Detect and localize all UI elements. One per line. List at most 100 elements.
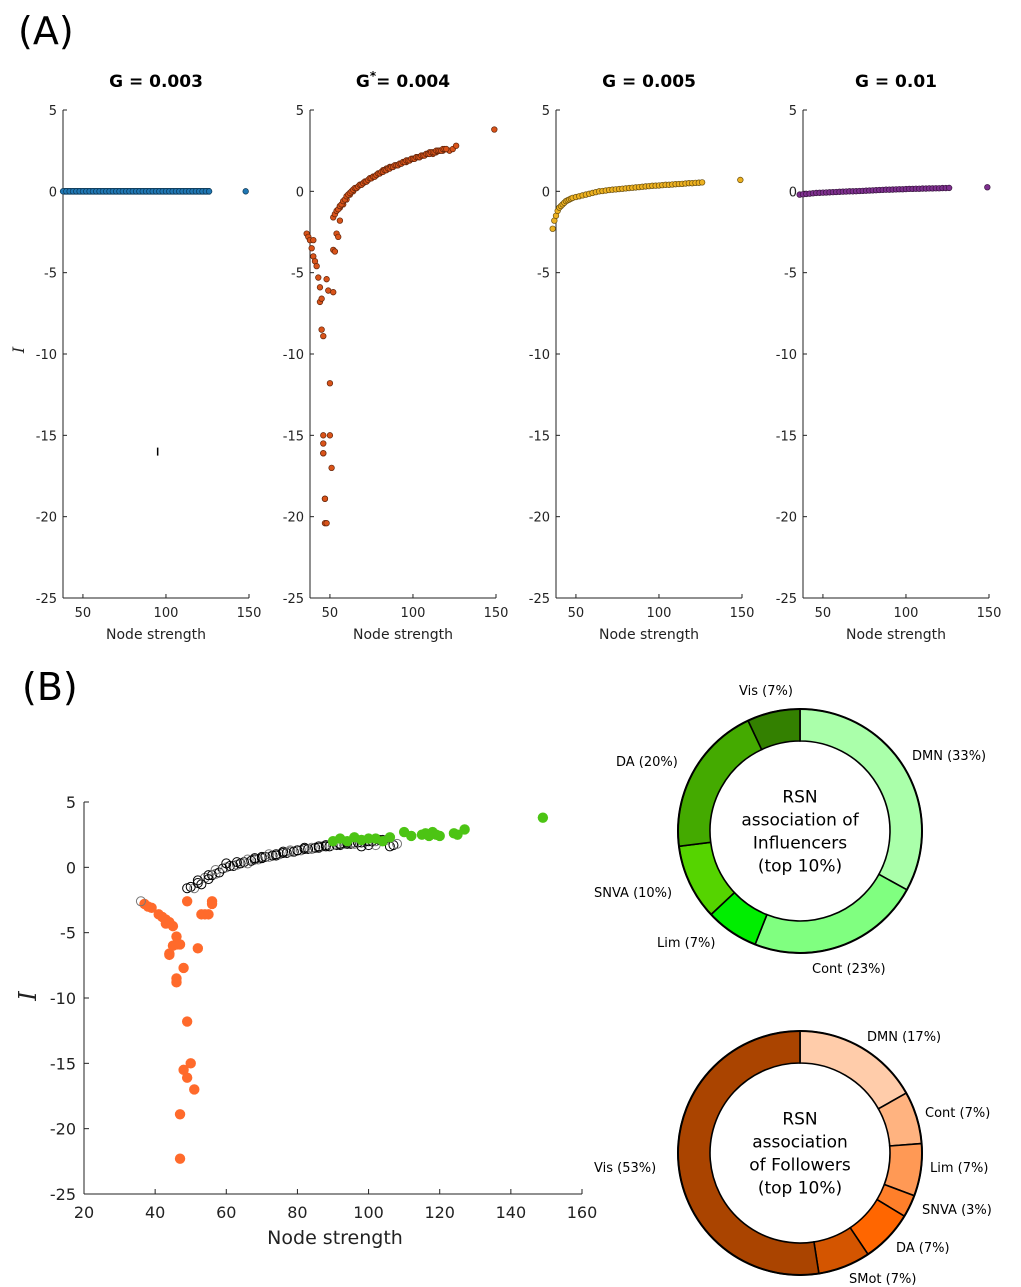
data-point-other bbox=[231, 857, 242, 868]
data-point-other bbox=[292, 845, 303, 856]
x-tick-label: 100 bbox=[154, 606, 179, 621]
donut-outline bbox=[677, 1030, 923, 1276]
data-point-followers bbox=[178, 962, 189, 974]
x-tick-label: 150 bbox=[730, 606, 755, 621]
data-point bbox=[443, 145, 450, 153]
data-point-other bbox=[203, 874, 214, 885]
data-point-other bbox=[313, 841, 324, 852]
y-tick-label: 0 bbox=[789, 185, 797, 200]
data-point-other bbox=[285, 845, 296, 856]
donut-slice bbox=[677, 1030, 820, 1276]
data-point-followers bbox=[206, 898, 218, 910]
y-tick-label: -15 bbox=[50, 1054, 76, 1073]
donut-slice-label: Vis (7%) bbox=[739, 684, 793, 699]
subplot-title: G = 0.01 bbox=[855, 72, 937, 92]
y-tick-label: -10 bbox=[50, 989, 76, 1008]
y-tick-label: -10 bbox=[529, 348, 550, 363]
data-point-other bbox=[135, 896, 146, 907]
x-tick-label: 140 bbox=[496, 1203, 527, 1222]
x-tick-label: 50 bbox=[815, 606, 832, 621]
y-tick-label: -15 bbox=[36, 429, 57, 444]
data-point-followers bbox=[203, 909, 214, 920]
data-point bbox=[945, 184, 953, 192]
data-point bbox=[320, 440, 327, 447]
x-axis-label: Node strength bbox=[267, 1227, 403, 1249]
data-point-followers bbox=[171, 931, 182, 942]
data-point bbox=[328, 464, 335, 472]
data-point-followers bbox=[171, 977, 182, 988]
y-tick-label: -5 bbox=[537, 267, 550, 282]
y-tick-label: 0 bbox=[296, 185, 304, 200]
x-tick-label: 150 bbox=[484, 606, 509, 621]
donut-slice-label: SMot (7%) bbox=[849, 1272, 916, 1287]
data-point bbox=[549, 225, 556, 232]
x-tick-label: 150 bbox=[977, 606, 1002, 621]
data-point-other bbox=[256, 851, 267, 862]
data-point bbox=[205, 188, 213, 195]
panel-label-a: (A) bbox=[18, 9, 74, 53]
data-point-influencers bbox=[459, 824, 470, 835]
donut-center-text: (top 10%) bbox=[758, 857, 842, 877]
data-point bbox=[326, 380, 334, 387]
data-point-other bbox=[306, 842, 317, 853]
y-tick-label: 0 bbox=[542, 185, 550, 200]
data-point-influencers bbox=[363, 833, 374, 844]
data-point bbox=[737, 176, 744, 184]
data-point-followers bbox=[174, 1109, 186, 1120]
data-point-followers bbox=[189, 1084, 200, 1095]
data-point bbox=[320, 450, 327, 457]
data-point-followers bbox=[146, 902, 157, 914]
data-point-other bbox=[260, 851, 271, 862]
data-point-influencers bbox=[452, 829, 463, 840]
panel-label-b: (B) bbox=[22, 665, 78, 709]
data-point bbox=[242, 188, 249, 195]
y-tick-label: -20 bbox=[776, 511, 797, 526]
donut-center-text: of Followers bbox=[749, 1156, 851, 1176]
data-point bbox=[331, 248, 339, 255]
y-tick-label: 5 bbox=[49, 104, 57, 119]
donut-slice-label: Cont (23%) bbox=[812, 962, 886, 977]
donut-center-text: association bbox=[752, 1133, 848, 1153]
y-tick-label: -25 bbox=[776, 592, 797, 607]
data-point bbox=[316, 284, 324, 291]
data-point bbox=[698, 179, 706, 186]
x-tick-label: 100 bbox=[401, 606, 426, 621]
y-tick-label: -5 bbox=[291, 267, 304, 282]
y-tick-label: -20 bbox=[50, 1120, 76, 1139]
donut-center-text: Influencers bbox=[753, 834, 847, 854]
y-tick-label: -20 bbox=[283, 511, 304, 526]
donut-center-text: (top 10%) bbox=[758, 1179, 842, 1199]
data-point-followers bbox=[192, 943, 204, 954]
y-tick-label: 0 bbox=[66, 858, 76, 877]
data-point-other bbox=[196, 879, 207, 890]
y-tick-label: 5 bbox=[542, 104, 550, 119]
y-tick-label: -25 bbox=[36, 592, 57, 607]
data-point bbox=[313, 263, 320, 270]
donut-slice bbox=[754, 873, 908, 954]
y-tick-label: -5 bbox=[60, 924, 76, 943]
data-point-influencers bbox=[537, 812, 549, 823]
data-point-other bbox=[392, 838, 403, 849]
donut-slice-label: DMN (33%) bbox=[912, 749, 986, 764]
y-axis-label: I bbox=[14, 991, 42, 1002]
data-point bbox=[320, 432, 327, 439]
y-tick-label: -25 bbox=[50, 1185, 76, 1204]
data-point-influencers bbox=[434, 830, 445, 842]
y-tick-label: 5 bbox=[789, 104, 797, 119]
x-tick-label: 50 bbox=[322, 606, 339, 621]
x-tick-label: 100 bbox=[894, 606, 919, 621]
y-tick-label: -15 bbox=[776, 429, 797, 444]
data-point-other bbox=[299, 842, 310, 853]
data-point bbox=[310, 236, 317, 244]
data-point-followers bbox=[181, 1016, 193, 1027]
donut-influencers: DMN (33%) Cont (23%) Lim (7%) SNVA (10%) DA … bbox=[594, 684, 986, 977]
x-axis-label: Node strength bbox=[846, 627, 946, 643]
x-axis-label: Node strength bbox=[106, 627, 206, 643]
y-tick-label: -15 bbox=[283, 429, 304, 444]
data-point-followers bbox=[181, 1072, 193, 1083]
donut-center-text: RSN bbox=[782, 788, 817, 808]
y-tick-label: -25 bbox=[529, 592, 550, 607]
